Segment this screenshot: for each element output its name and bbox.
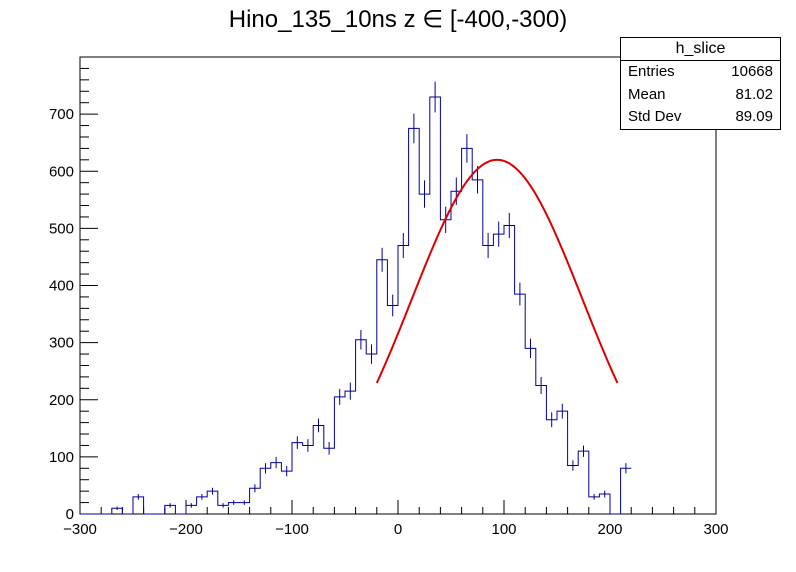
x-tick-label: 200 — [597, 521, 622, 538]
x-tick-label: 300 — [703, 521, 728, 538]
stats-row-entries: Entries 10668 — [621, 61, 780, 84]
y-tick-label: 500 — [49, 220, 74, 237]
x-tick-label: −200 — [169, 521, 203, 538]
stats-row-mean: Mean 81.02 — [621, 84, 780, 107]
x-tick-label: 0 — [394, 521, 402, 538]
y-tick-label: 300 — [49, 335, 74, 352]
stats-value: 81.02 — [735, 85, 773, 103]
histogram-series — [80, 96, 632, 515]
stats-value: 10668 — [731, 63, 773, 80]
y-tick-label: 700 — [49, 106, 74, 123]
y-tick-label: 600 — [49, 163, 74, 180]
stats-label: Mean — [628, 85, 666, 103]
stats-box-title: h_slice — [621, 38, 780, 61]
y-tick-label: 100 — [49, 449, 74, 466]
chart-title: Hino_135_10ns z ∈ [-400,-300) — [228, 6, 568, 33]
y-tick-label: 200 — [49, 392, 74, 409]
y-tick-label: 0 — [66, 506, 74, 523]
fit-curve — [375, 158, 619, 384]
x-tick-label: −100 — [275, 521, 309, 538]
y-tick-label: 400 — [49, 278, 74, 295]
stats-row-stddev: Std Dev 89.09 — [621, 106, 780, 129]
stats-box: h_slice Entries 10668 Mean 81.02 Std Dev… — [620, 37, 781, 130]
x-tick-label: −300 — [63, 521, 97, 538]
stats-value: 89.09 — [735, 108, 773, 125]
x-tick-label: 100 — [491, 521, 516, 538]
stats-label: Entries — [628, 63, 675, 80]
stats-label: Std Dev — [628, 108, 682, 125]
